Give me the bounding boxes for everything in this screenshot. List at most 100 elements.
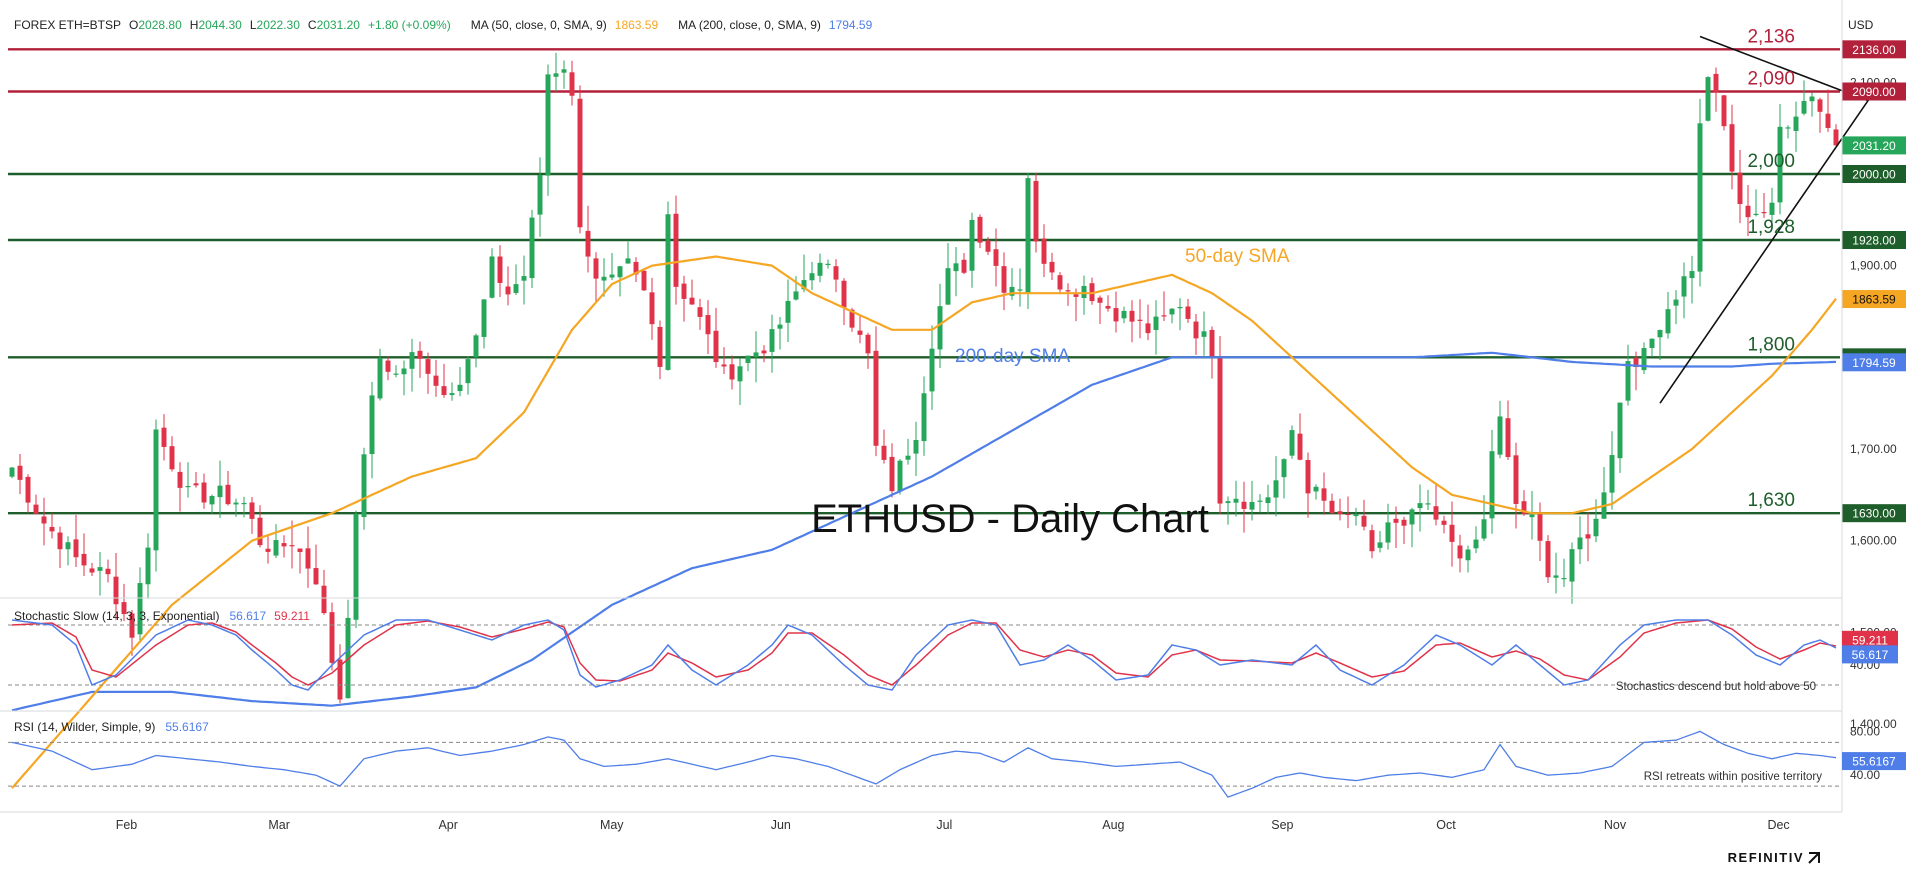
candle (1529, 490, 1535, 540)
candle-body (1297, 433, 1303, 460)
candle-body (1265, 497, 1271, 504)
candle-body (201, 482, 207, 503)
candle-body (241, 502, 247, 505)
candle (449, 382, 455, 401)
candle (1153, 300, 1159, 355)
candle-body (1425, 503, 1431, 505)
candle (1113, 291, 1119, 333)
candle (1001, 252, 1007, 311)
candle-body (1057, 275, 1063, 290)
candle-body (809, 273, 815, 281)
candle (937, 283, 943, 369)
candle (1209, 326, 1215, 379)
candle-body (1209, 329, 1215, 357)
candle-body (433, 375, 439, 386)
candle (145, 533, 151, 599)
candle-body (329, 612, 335, 663)
candle-body (1505, 418, 1511, 458)
level-label: 2,000 (1747, 151, 1795, 172)
candle-body (1329, 500, 1335, 514)
candle-body (1129, 310, 1135, 322)
candle-body (1553, 575, 1559, 578)
candle-body (921, 393, 927, 442)
candle-body (1217, 356, 1223, 504)
candle-body (993, 249, 999, 266)
candle (57, 526, 63, 568)
candle-body (545, 74, 551, 176)
candle-body (1337, 511, 1343, 515)
candle (241, 496, 247, 518)
candle (49, 513, 55, 539)
candle (1145, 304, 1151, 341)
candle (1825, 89, 1831, 132)
price-tag-text: 2136.00 (1852, 43, 1896, 57)
time-tick-label: Jun (771, 818, 791, 832)
candle (1065, 283, 1071, 306)
candle (233, 498, 239, 517)
candle-body (1609, 455, 1615, 493)
candle-body (761, 350, 767, 354)
candle-body (1201, 331, 1207, 337)
candle-body (1633, 357, 1639, 367)
candle-body (657, 326, 663, 367)
candle-body (793, 291, 799, 300)
candle-body (17, 465, 23, 480)
candle-body (1137, 319, 1143, 321)
candle-body (617, 266, 623, 278)
candle (65, 536, 71, 566)
candle (1721, 94, 1727, 131)
candle (1313, 484, 1319, 500)
currency-label: USD (1848, 18, 1874, 32)
candle (401, 360, 407, 396)
candle (1633, 351, 1639, 391)
candle-body (305, 548, 311, 569)
candle (801, 254, 807, 293)
candle (657, 320, 663, 380)
candle-body (937, 306, 943, 350)
candle (1025, 172, 1031, 310)
candle-body (1689, 271, 1695, 279)
candle (137, 567, 143, 643)
candle (633, 257, 639, 282)
candle (193, 471, 199, 488)
candle-body (1393, 518, 1399, 523)
triangle-pattern (1659, 35, 1870, 404)
candle (41, 497, 47, 546)
stochastic-legend: Stochastic Slow (14, 3, 3, Exponential) 5… (14, 609, 310, 623)
candle-body (65, 542, 71, 550)
candle (553, 52, 559, 92)
candle-body (1833, 129, 1839, 146)
candle (353, 510, 359, 629)
candle (881, 429, 887, 464)
candle-body (1785, 127, 1791, 129)
candle (1417, 484, 1423, 532)
candle-body (673, 213, 679, 287)
candle (153, 419, 159, 572)
price-tag: 1794.59 (1842, 353, 1906, 372)
candle-body (825, 263, 831, 265)
candle (1177, 298, 1183, 331)
candle (713, 307, 719, 368)
candle-body (953, 263, 959, 272)
candle-body (1041, 238, 1047, 264)
candle-body (1417, 503, 1423, 509)
candle (433, 359, 439, 397)
candle-body (1305, 459, 1311, 494)
candle-body (649, 292, 655, 325)
candle-body (25, 476, 31, 503)
candle-body (353, 513, 359, 620)
candle (313, 544, 319, 585)
candle (1585, 512, 1591, 562)
candle-body (1801, 100, 1807, 114)
indicator-tag-box (1842, 752, 1906, 771)
candle (1577, 516, 1583, 564)
candle-body (113, 576, 119, 605)
candle-body (609, 274, 615, 278)
candle-body (769, 329, 775, 352)
candle (1593, 499, 1599, 543)
candle-body (681, 283, 687, 299)
candle-body (889, 456, 895, 492)
candle (217, 460, 223, 518)
candle (169, 436, 175, 472)
